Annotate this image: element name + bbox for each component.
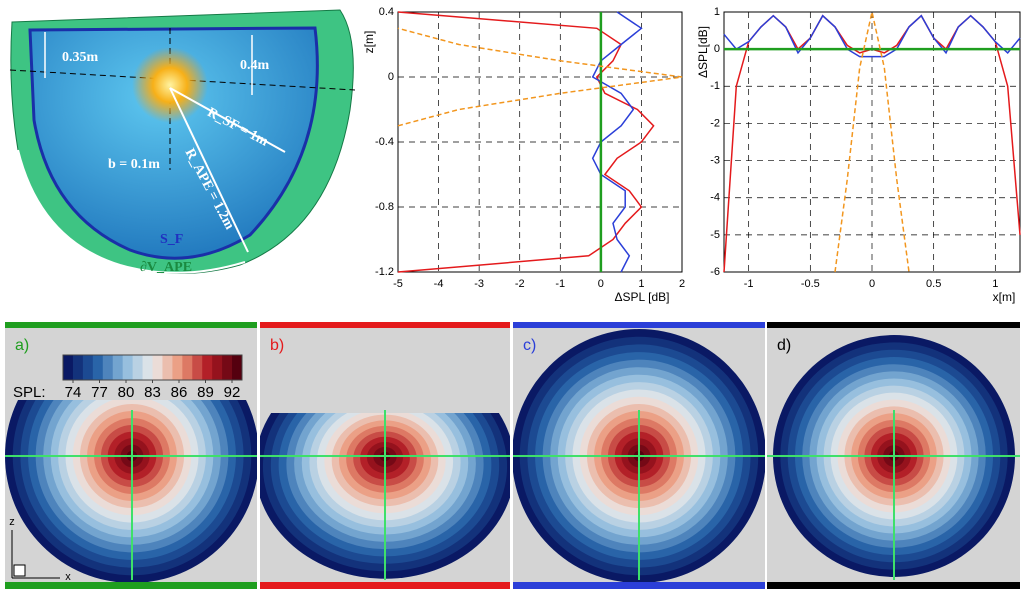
- x-tick-label: 0: [598, 278, 604, 290]
- y-tick-label: -4: [710, 192, 720, 204]
- colorbar-segment: [123, 355, 133, 380]
- x-tick-label: -1: [555, 278, 565, 290]
- panel-bar-bottom: [5, 582, 257, 589]
- colorbar-segment: [192, 355, 202, 380]
- colorbar-segment: [103, 355, 113, 380]
- panel-label: d): [777, 337, 791, 354]
- panel-bar-bottom: [513, 582, 765, 589]
- colorbar-tick-label: 74: [65, 384, 82, 401]
- axis-origin: [14, 565, 25, 576]
- colorbar-segment: [153, 355, 163, 380]
- colorbar-segment: [63, 355, 73, 380]
- colorbar-segment: [222, 355, 232, 380]
- panel-bar-top: [5, 322, 257, 328]
- colorbar-tick-label: 80: [118, 384, 135, 401]
- x-axis-label: ΔSPL [dB]: [615, 290, 670, 304]
- label: b = 0.1m: [108, 157, 160, 172]
- y-tick-label: -0.8: [375, 201, 394, 213]
- colorbar-tick-label: 77: [91, 384, 108, 401]
- label: ∂V_APE: [140, 260, 192, 275]
- colorbar-segment: [83, 355, 93, 380]
- colorbar-segment: [172, 355, 182, 380]
- x-tick-label: -3: [474, 278, 484, 290]
- colorbar-segment: [232, 355, 242, 380]
- y-tick-label: -0.4: [375, 136, 394, 148]
- colorbar-tick-label: 86: [171, 384, 188, 401]
- colorbar-segment: [93, 355, 103, 380]
- label: 0.4m: [240, 58, 270, 73]
- colorbar-label: SPL:: [13, 384, 46, 401]
- colorbar-tick-label: 92: [224, 384, 241, 401]
- colorbar-tick-label: 89: [197, 384, 214, 401]
- y-tick-label: -1.2: [375, 266, 394, 278]
- colorbar-segment: [162, 355, 172, 380]
- axis-label: z: [9, 516, 15, 528]
- panel-bar-top: [513, 322, 765, 328]
- x-tick-label: -1: [744, 278, 754, 290]
- label: S_F: [160, 232, 183, 247]
- y-tick-label: -3: [710, 154, 720, 166]
- x-axis-label: x[m]: [993, 290, 1016, 304]
- contour-panels: a) b) c) d) SPL: 74 77 80 83 86 89 92 z x: [5, 322, 1020, 589]
- colorbar-segment: [133, 355, 143, 380]
- panel-label: b): [270, 337, 284, 354]
- figure: 0.35m 0.4m b = 0.1m R_SF = 1m R_APE = 1.…: [0, 0, 1026, 589]
- colorbar-segment: [182, 355, 192, 380]
- x-tick-label: 1: [992, 278, 998, 290]
- charts: -5 -4 -3 -2 -1 0 1 2 -1.2 -0.8 -0.4 0 0.4 z[m] ΔSPL [d…: [362, 6, 1020, 304]
- panel-bar-bottom: [767, 582, 1020, 589]
- x-tick-label: 0: [869, 278, 875, 290]
- y-tick-label: 0.4: [379, 6, 394, 18]
- colorbar-tick-label: 83: [144, 384, 161, 401]
- source: [132, 47, 208, 123]
- x-tick-label: -4: [434, 278, 444, 290]
- panel-label: a): [15, 337, 29, 354]
- illustration: 0.35m 0.4m b = 0.1m R_SF = 1m R_APE = 1.…: [10, 10, 355, 275]
- y-axis-label: z[m]: [362, 31, 376, 54]
- x-tick-label: -5: [393, 278, 403, 290]
- label: 0.35m: [62, 50, 99, 65]
- colorbar-segment: [212, 355, 222, 380]
- y-tick-label: 0: [714, 43, 720, 55]
- y-tick-label: -5: [710, 229, 720, 241]
- y-tick-label: 1: [714, 6, 720, 18]
- colorbar-segment: [113, 355, 123, 380]
- y-tick-label: -1: [710, 80, 720, 92]
- x-tick-label: -0.5: [801, 278, 820, 290]
- y-tick-label: -2: [710, 117, 720, 129]
- colorbar-segment: [143, 355, 153, 380]
- panel-label: c): [523, 337, 536, 354]
- colorbar-segment: [73, 355, 83, 380]
- panel-bar-top: [767, 322, 1020, 328]
- colorbar-segment: [202, 355, 212, 380]
- panel-bar-bottom: [260, 582, 510, 589]
- x-tick-label: 0.5: [926, 278, 941, 290]
- x-tick-label: -2: [515, 278, 525, 290]
- x-tick-label: 1: [638, 278, 644, 290]
- y-tick-label: -6: [710, 266, 720, 278]
- panel-bar-top: [260, 322, 510, 328]
- y-tick-label: 0: [388, 71, 394, 83]
- plot-frame: [398, 12, 682, 272]
- x-tick-label: 2: [679, 278, 685, 290]
- axis-label: x: [65, 571, 71, 583]
- y-axis-label: ΔSPL[dB]: [696, 26, 710, 78]
